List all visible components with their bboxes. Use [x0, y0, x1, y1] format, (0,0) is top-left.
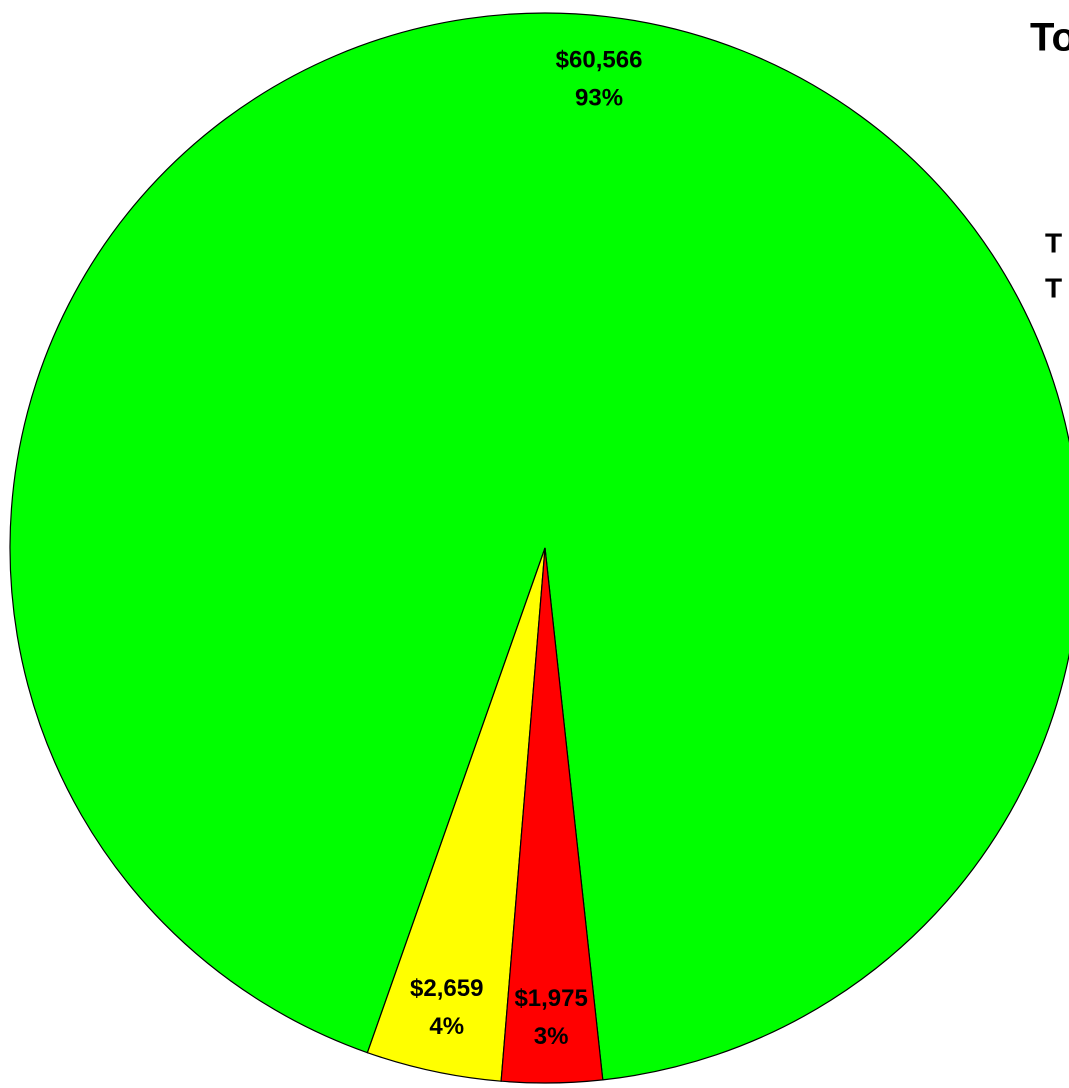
percent-label: 4%	[429, 1013, 464, 1040]
pie-slice	[500, 547, 604, 1084]
percent-label: 93%	[575, 85, 623, 112]
value-label: $2,659	[410, 975, 483, 1002]
side-label: T	[1045, 227, 1062, 258]
percent-label: 3%	[534, 1023, 569, 1050]
side-label: T	[1045, 272, 1062, 303]
pie: $60,566 93% $2,659 4% $1,975 3%	[9, 12, 1069, 1084]
pie-slice	[9, 12, 1069, 1081]
value-label: $60,566	[556, 47, 643, 74]
chart-title: To	[1030, 16, 1069, 60]
value-label: $1,975	[514, 985, 587, 1012]
